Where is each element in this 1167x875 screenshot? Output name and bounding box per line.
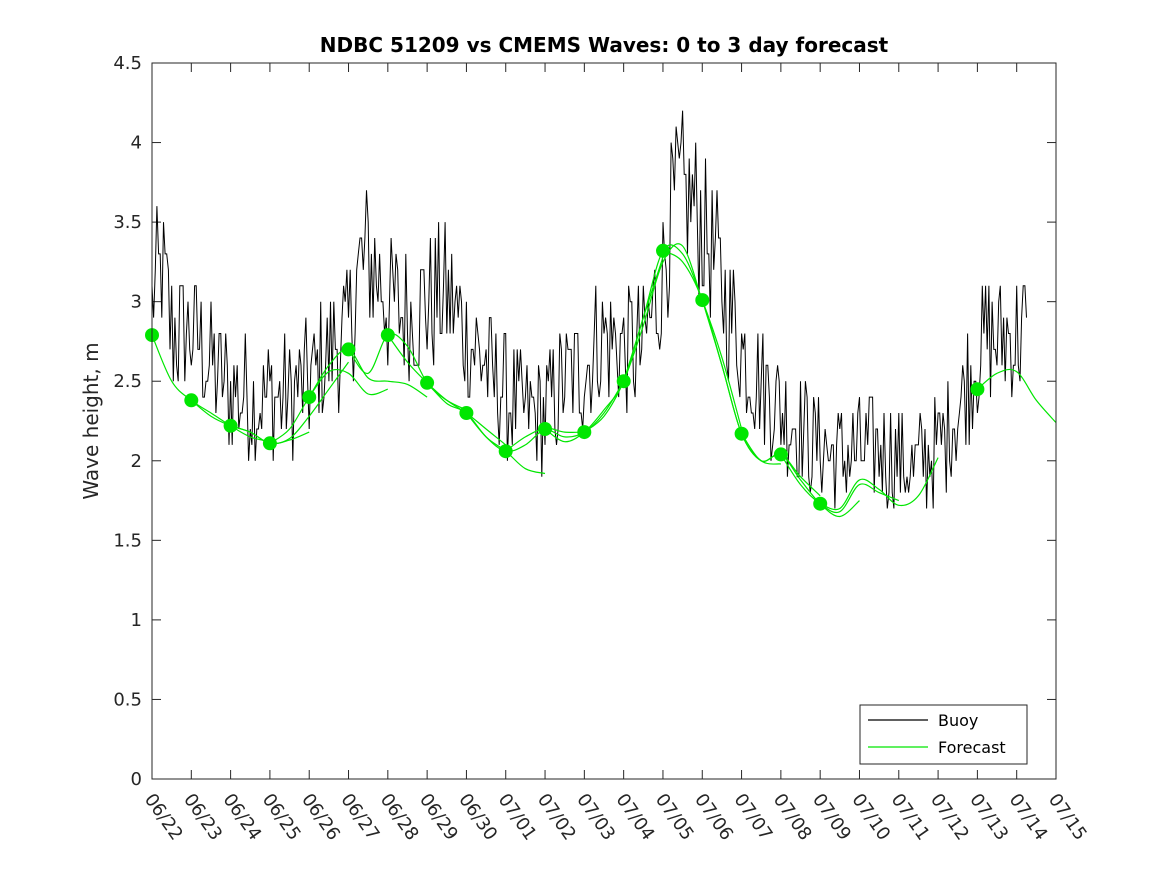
forecast-run-9	[465, 412, 585, 453]
y-tick-label: 1	[131, 610, 142, 631]
forecast-point	[970, 382, 985, 397]
y-tick-label: 2	[131, 451, 142, 472]
y-tick-label: 0.5	[113, 689, 142, 710]
legend: Buoy Forecast	[859, 704, 1028, 765]
forecast-point	[538, 422, 552, 436]
forecast-point	[498, 444, 513, 459]
forecast-run-17	[780, 454, 900, 514]
plot-frame	[151, 62, 1057, 780]
y-tick-label: 0	[131, 769, 142, 790]
y-tick-label: 4	[131, 133, 142, 154]
forecast-point	[813, 496, 828, 511]
buoy-series	[151, 110, 1027, 509]
forecast-point	[695, 293, 710, 308]
forecast-points	[145, 243, 985, 511]
legend-label-forecast: Forecast	[938, 738, 1006, 757]
forecast-run-18	[819, 457, 939, 511]
forecast-point	[262, 436, 277, 451]
forecast-run-16	[741, 433, 860, 518]
forecast-point	[223, 418, 238, 433]
forecast-point	[773, 447, 788, 462]
forecast-run-1	[151, 334, 271, 443]
forecast-run-12	[583, 243, 703, 433]
forecast-run-4	[269, 368, 388, 444]
buoy-line	[151, 110, 1027, 509]
forecast-point	[577, 425, 592, 440]
forecast-point	[380, 328, 395, 343]
forecast-point	[616, 374, 631, 389]
y-tick-label: 4.5	[113, 53, 142, 74]
y-tick-labels: 0 0.5 1 1.5 2 2.5 3 3.5 4 4.5	[113, 53, 142, 790]
forecast-point	[459, 406, 474, 420]
forecast-point	[341, 342, 356, 357]
y-tick-label: 2.5	[113, 371, 142, 392]
forecast-point	[420, 375, 435, 390]
legend-box	[859, 704, 1028, 765]
forecast-point	[656, 243, 670, 258]
forecast-point	[734, 426, 749, 441]
y-tick-label: 1.5	[113, 530, 142, 551]
forecast-series	[151, 243, 1057, 518]
forecast-run-10	[505, 380, 625, 452]
plot-area	[152, 63, 1056, 779]
forecast-run-5	[308, 348, 428, 398]
forecast-run-19	[977, 368, 1057, 423]
legend-label-buoy: Buoy	[938, 711, 978, 730]
forecast-point	[184, 393, 199, 408]
y-tick-label: 3	[131, 292, 142, 313]
y-tick-label: 3.5	[113, 212, 142, 233]
y-axis-label: Wave height, m	[79, 342, 103, 499]
chart-title: NDBC 51209 vs CMEMS Waves: 0 to 3 day fo…	[320, 33, 889, 57]
forecast-run-7	[387, 334, 507, 446]
forecast-run-3	[230, 361, 349, 445]
forecast-run-13	[623, 244, 743, 430]
forecast-point	[302, 390, 317, 405]
